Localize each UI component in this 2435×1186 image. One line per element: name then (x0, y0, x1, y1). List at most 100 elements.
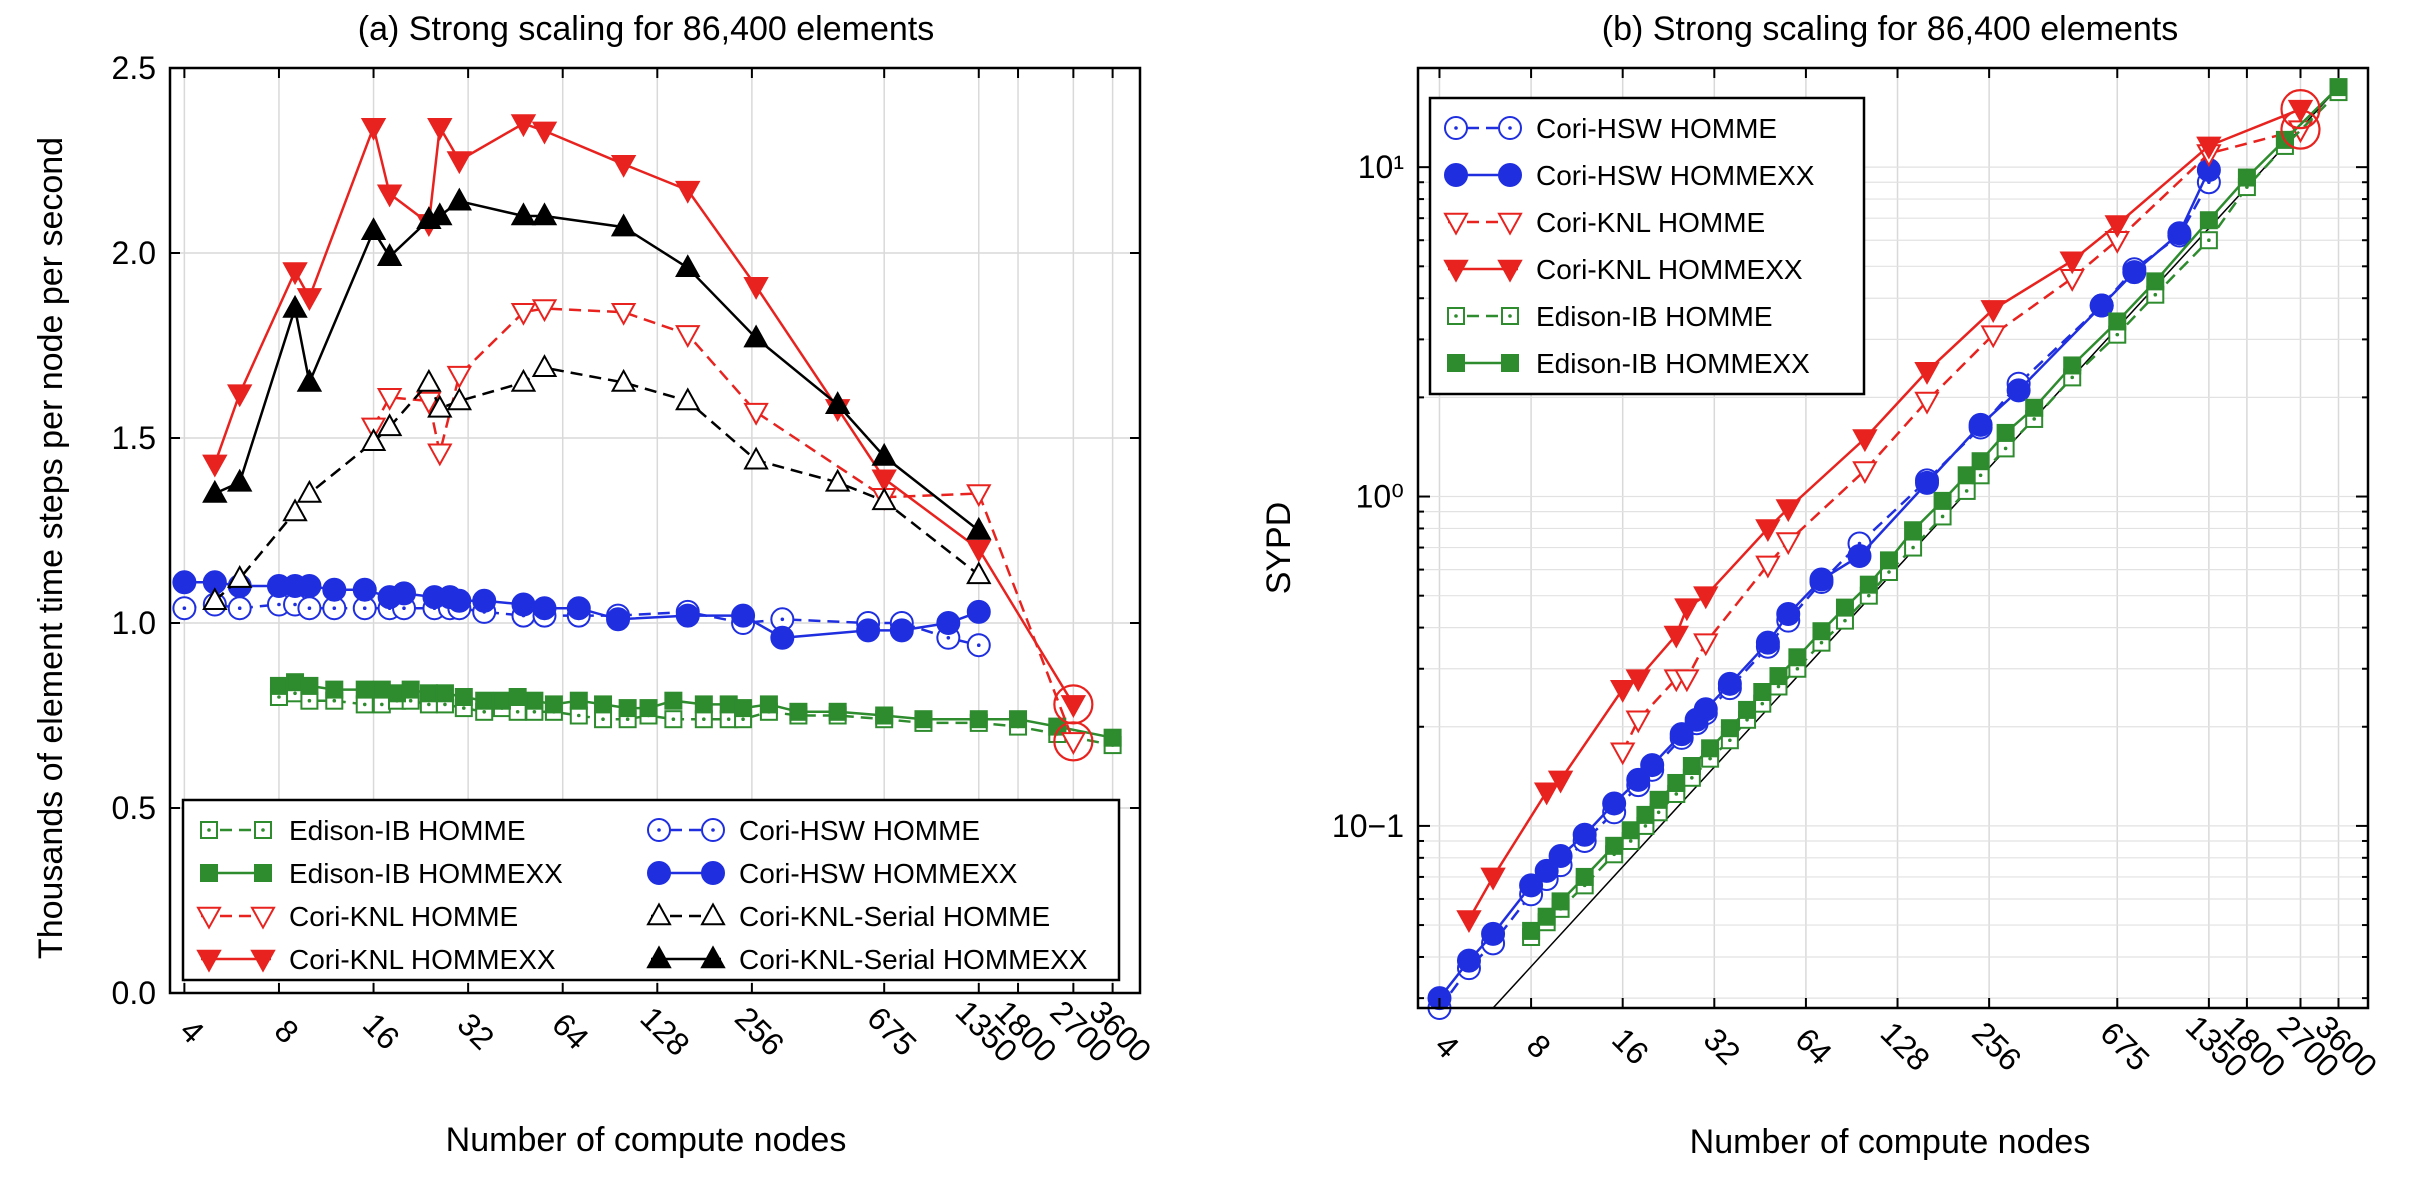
x-tick-label: 16 (1605, 1021, 1656, 1072)
legend-label: Cori-HSW HOMME (1536, 113, 1777, 144)
legend-marker (700, 902, 726, 926)
data-point (1915, 470, 1940, 495)
data-point (1755, 519, 1781, 543)
data-point (1537, 907, 1556, 926)
y-tick-label: 10¹ (1358, 149, 1404, 185)
data-point (525, 691, 544, 710)
legend-marker (1444, 163, 1468, 187)
data-point (1009, 710, 1028, 729)
data-point (510, 114, 537, 138)
data-point (492, 691, 511, 710)
data-point-center-dot (182, 606, 187, 610)
data-point-center-dot (408, 698, 413, 703)
data-point-center-dot (576, 713, 581, 718)
data-point-center-dot (1760, 701, 1765, 706)
data-point (1602, 791, 1627, 816)
legend-marker (700, 945, 726, 969)
legend-entry-cori-knl-homme: Cori-KNL HOMME (196, 901, 518, 932)
data-point (639, 699, 658, 718)
y-tick-label: 0.0 (112, 975, 156, 1011)
data-point (1682, 757, 1701, 776)
data-point (1519, 873, 1544, 898)
data-point (1481, 921, 1506, 946)
data-point (1755, 555, 1781, 579)
data-point (2025, 398, 2044, 417)
x-tick-label: 64 (1788, 1021, 1839, 1072)
data-point (914, 710, 933, 729)
data-point-center-dot (1708, 756, 1712, 761)
panel-a-y-ticks: 0.0 0.5 1.0 1.5 2.0 2.5 (112, 50, 1140, 1011)
data-point (856, 618, 881, 643)
x-tick-label: 256 (1965, 1015, 2028, 1078)
series-line (372, 307, 1075, 742)
legend-marker-center-dot (207, 828, 211, 832)
data-point (544, 695, 563, 714)
data-point (871, 469, 897, 493)
data-point-center-dot (2032, 417, 2036, 421)
data-point (296, 288, 323, 312)
data-point-center-dot (402, 606, 406, 610)
data-point-center-dot (307, 698, 312, 703)
data-point (759, 695, 778, 714)
x-tick-label: 675 (2093, 1015, 2156, 1078)
legend-entry-cori-knl-hommexx: Cori-KNL HOMMEXX (196, 944, 556, 975)
data-point (1835, 598, 1854, 617)
data-point-center-dot (2153, 292, 2158, 297)
data-point (1551, 892, 1570, 911)
data-point (282, 498, 308, 522)
data-point-center-dot (601, 717, 605, 721)
data-point (664, 691, 683, 710)
legend-entry-cori-knl-serial-homme: Cori-KNL-Serial HOMME (646, 901, 1050, 932)
data-point (511, 592, 536, 617)
data-point (1663, 625, 1689, 649)
data-point-center-dot (1887, 570, 1891, 574)
data-point-center-dot (1867, 593, 1871, 598)
data-point (360, 428, 387, 451)
data-point (227, 384, 253, 408)
data-point (936, 611, 961, 635)
legend-marker-center-dot (1454, 126, 1458, 130)
data-point (1717, 671, 1742, 696)
data-point-center-dot (625, 717, 630, 721)
legend-entry-cori-hsw-homme: Cori-HSW HOMME (1444, 113, 1777, 144)
data-point (510, 302, 537, 326)
data-point-center-dot (1656, 810, 1661, 815)
data-point (2237, 168, 2256, 187)
data-point (360, 217, 387, 241)
data-point (675, 254, 701, 278)
panel-b-y-ticks: 10−1 10⁰ 10¹ (1332, 67, 2368, 1000)
data-point (296, 479, 323, 503)
data-point (606, 607, 631, 632)
legend-label: Cori-KNL HOMME (289, 901, 518, 932)
data-point-center-dot (726, 717, 731, 721)
legend-marker (646, 902, 672, 926)
data-point (1572, 822, 1597, 847)
data-point (447, 588, 472, 613)
series-line (1530, 91, 2340, 938)
panel-b-title: (b) Strong scaling for 86,400 elements (1602, 10, 2178, 48)
data-point (1534, 858, 1559, 883)
panel-a-x-axis-label: Number of compute nodes (446, 1121, 847, 1159)
data-point (828, 702, 847, 721)
data-point (675, 603, 700, 628)
data-point (1456, 910, 1482, 934)
data-point (1693, 697, 1718, 722)
data-point (360, 117, 387, 141)
data-point-center-dot (741, 717, 745, 721)
x-tick-label: 675 (860, 1000, 923, 1063)
data-point-center-dot (515, 710, 520, 714)
data-point-center-dot (780, 617, 785, 622)
panel-b-chart: (b) Strong scaling for 86,400 elements S… (1260, 10, 2384, 1161)
data-point (1456, 948, 1481, 973)
data-point (352, 577, 377, 602)
data-point (300, 676, 319, 695)
data-point-center-dot (307, 606, 312, 610)
panel-a-title: (a) Strong scaling for 86,400 elements (358, 10, 934, 48)
legend-marker (200, 864, 218, 882)
data-point (610, 368, 637, 392)
data-point (1609, 679, 1636, 703)
data-point (618, 699, 637, 718)
data-point (824, 391, 851, 414)
data-point (1852, 461, 1878, 485)
data-point (1775, 499, 1801, 523)
